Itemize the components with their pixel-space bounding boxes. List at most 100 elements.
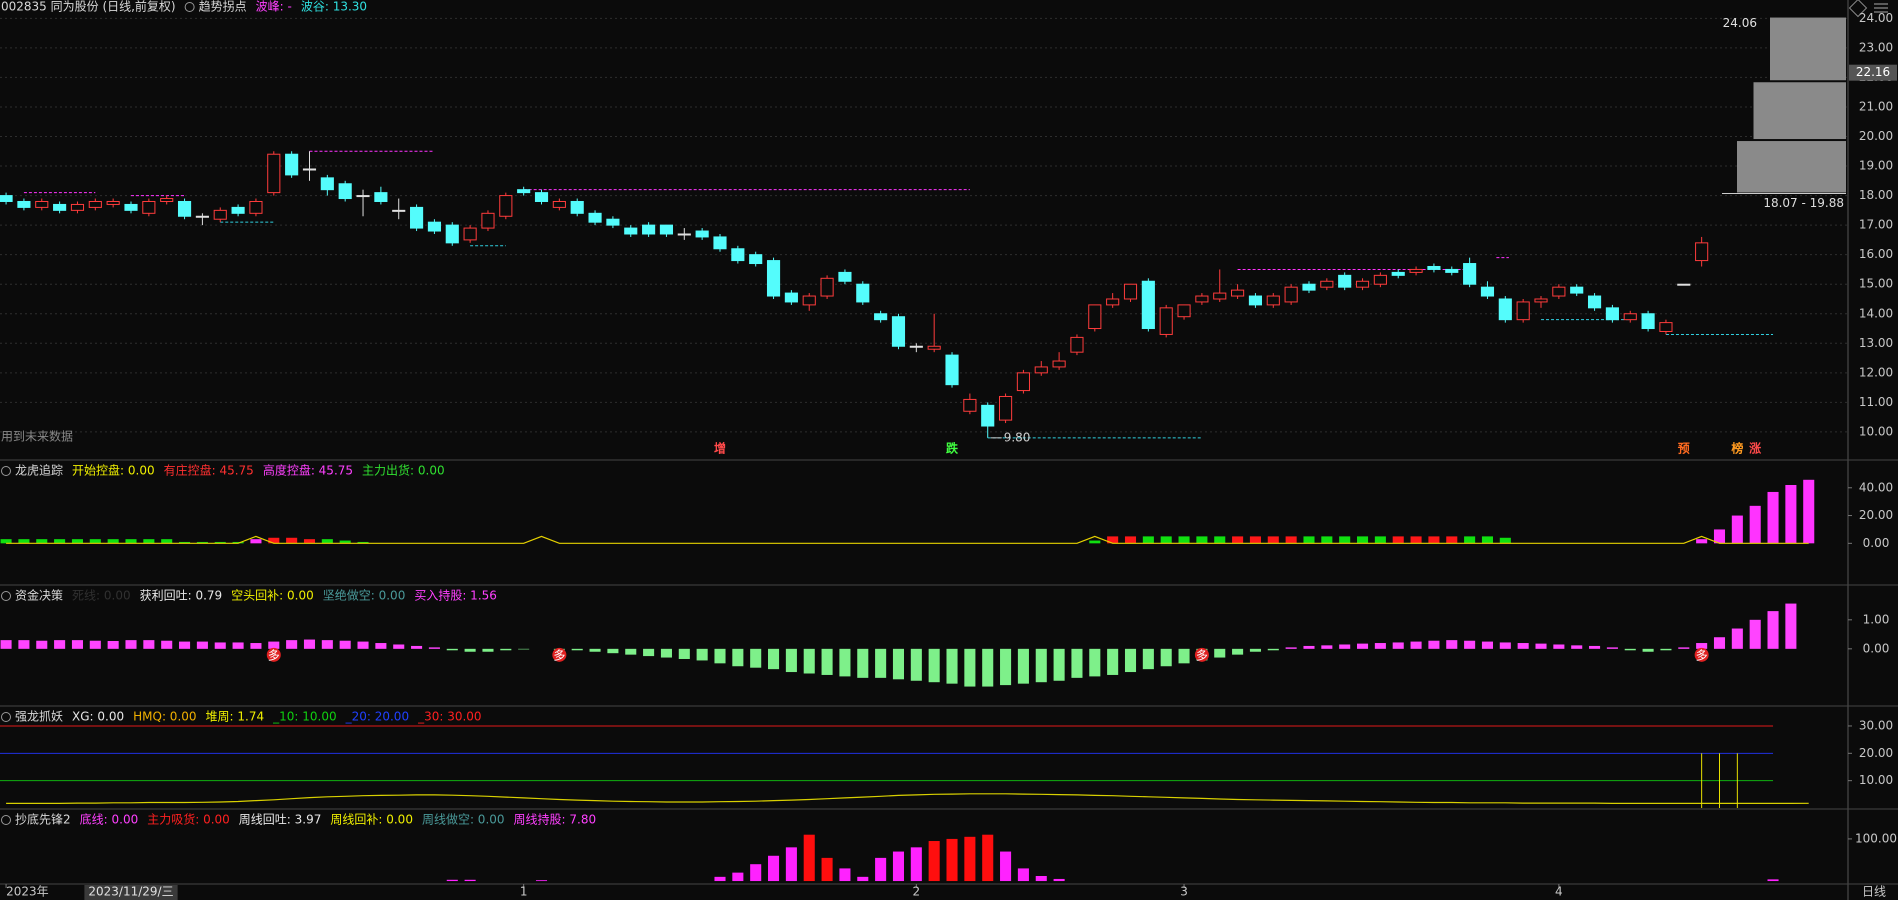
legend-item: 主力出货: 0.00 xyxy=(362,463,445,478)
y-tick-label: 17.00 xyxy=(1859,218,1893,232)
bar xyxy=(250,539,262,544)
bar xyxy=(464,879,476,882)
y-tick-label: 20.00 xyxy=(1859,746,1893,760)
candle-body xyxy=(463,227,477,241)
candle-body xyxy=(160,198,174,202)
bar xyxy=(54,539,66,544)
bar xyxy=(875,857,887,882)
bar xyxy=(1428,640,1440,649)
bar xyxy=(339,640,351,649)
candle-body xyxy=(731,248,745,262)
candle-body xyxy=(1034,366,1048,374)
bar xyxy=(1392,536,1404,544)
candle-body xyxy=(392,209,406,212)
candle-body xyxy=(481,212,495,229)
candle-body xyxy=(374,192,388,202)
bar xyxy=(1356,643,1369,649)
bar xyxy=(446,648,458,651)
bar xyxy=(1107,648,1119,675)
bar xyxy=(1089,540,1101,544)
bar xyxy=(821,857,833,882)
bar xyxy=(1731,515,1743,544)
bar xyxy=(1232,536,1244,544)
candle-body xyxy=(1070,336,1084,353)
bar xyxy=(196,541,208,544)
bar xyxy=(179,641,191,649)
bar xyxy=(1321,536,1333,544)
legend-item: 趋势拐点 xyxy=(199,0,247,14)
bar xyxy=(928,648,940,683)
bar xyxy=(714,876,726,882)
bar xyxy=(1499,537,1511,544)
bar xyxy=(1428,536,1440,544)
bar xyxy=(446,879,458,882)
bar xyxy=(1464,640,1476,649)
bar xyxy=(964,836,976,882)
bar xyxy=(1321,645,1333,649)
bar xyxy=(71,640,83,649)
bar xyxy=(982,834,994,882)
y-tick-label: 23.00 xyxy=(1859,40,1893,54)
bar xyxy=(1303,536,1315,544)
bar xyxy=(1178,648,1190,664)
candle-body xyxy=(1498,298,1512,321)
bar xyxy=(125,640,137,649)
bar xyxy=(232,541,244,544)
legend-item: 坚绝做空: 0.00 xyxy=(323,588,406,603)
legend-item: 资金决策 xyxy=(15,588,63,603)
bar xyxy=(1000,648,1012,686)
bar xyxy=(946,648,958,684)
y-tick-label: 21.00 xyxy=(1859,99,1893,113)
bar xyxy=(1160,648,1172,667)
bar xyxy=(696,648,708,661)
indicator-line xyxy=(6,793,1809,804)
bar xyxy=(1731,628,1743,649)
bar xyxy=(232,642,244,649)
candle-body xyxy=(1355,280,1370,288)
bar xyxy=(321,539,333,544)
candle-body xyxy=(1463,263,1477,285)
candle-body xyxy=(874,313,888,321)
bar xyxy=(1214,536,1226,544)
bar xyxy=(1160,536,1172,544)
bar xyxy=(1285,536,1297,544)
bar xyxy=(946,838,958,882)
legend-item: _10: 10.00 xyxy=(272,710,336,724)
bar xyxy=(1481,536,1493,544)
bar xyxy=(785,847,797,882)
bar xyxy=(1356,536,1369,544)
legend-item: 买入持股: 1.56 xyxy=(414,588,497,603)
candle-body xyxy=(963,398,977,412)
cursor-date-label: 2023/11/29/三 xyxy=(88,885,173,899)
bar xyxy=(1249,648,1261,652)
indicator-line xyxy=(6,535,1809,544)
y-tick-label: 12.00 xyxy=(1859,365,1893,379)
price-band xyxy=(1770,17,1846,81)
signal-label: 涨 xyxy=(1749,441,1761,456)
candle-body xyxy=(1302,283,1316,291)
signal-label: 增 xyxy=(714,441,726,456)
y-tick-label: 10.00 xyxy=(1859,424,1893,438)
bar xyxy=(71,539,83,544)
bar xyxy=(0,640,12,649)
candle-body xyxy=(1141,280,1155,330)
candle-body xyxy=(356,195,370,198)
bar xyxy=(982,648,994,687)
candle-body xyxy=(1106,298,1120,306)
last-price-label: 22.16 xyxy=(1856,65,1890,79)
icon-menu[interactable] xyxy=(1874,3,1888,13)
legend-item: _30: 30.00 xyxy=(417,710,481,724)
bar xyxy=(1606,647,1618,649)
bar xyxy=(1749,505,1761,544)
bar xyxy=(821,648,833,675)
bar xyxy=(928,841,940,882)
legend-item: 龙虎追踪 xyxy=(15,463,63,478)
panel-icon xyxy=(1,712,11,722)
period-label[interactable]: 日线 xyxy=(1862,885,1886,899)
candle-body xyxy=(231,206,245,214)
icon-diamond[interactable] xyxy=(1848,0,1868,18)
legend-item: 高度控盘: 45.75 xyxy=(263,463,353,478)
candle-body xyxy=(445,224,459,244)
bar xyxy=(1749,619,1761,649)
x-tick-label: 2023年 xyxy=(6,885,49,899)
